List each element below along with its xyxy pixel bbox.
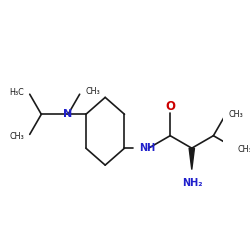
Text: H₃C: H₃C (10, 88, 24, 97)
Text: NH₂: NH₂ (182, 178, 203, 188)
Text: CH₃: CH₃ (86, 87, 101, 96)
Text: NH: NH (139, 143, 155, 153)
Text: O: O (165, 100, 175, 113)
Text: CH₃: CH₃ (228, 110, 243, 119)
Polygon shape (189, 148, 194, 170)
Text: N: N (64, 109, 73, 119)
Text: CH₃: CH₃ (10, 132, 24, 141)
Text: CH₃: CH₃ (238, 146, 250, 154)
